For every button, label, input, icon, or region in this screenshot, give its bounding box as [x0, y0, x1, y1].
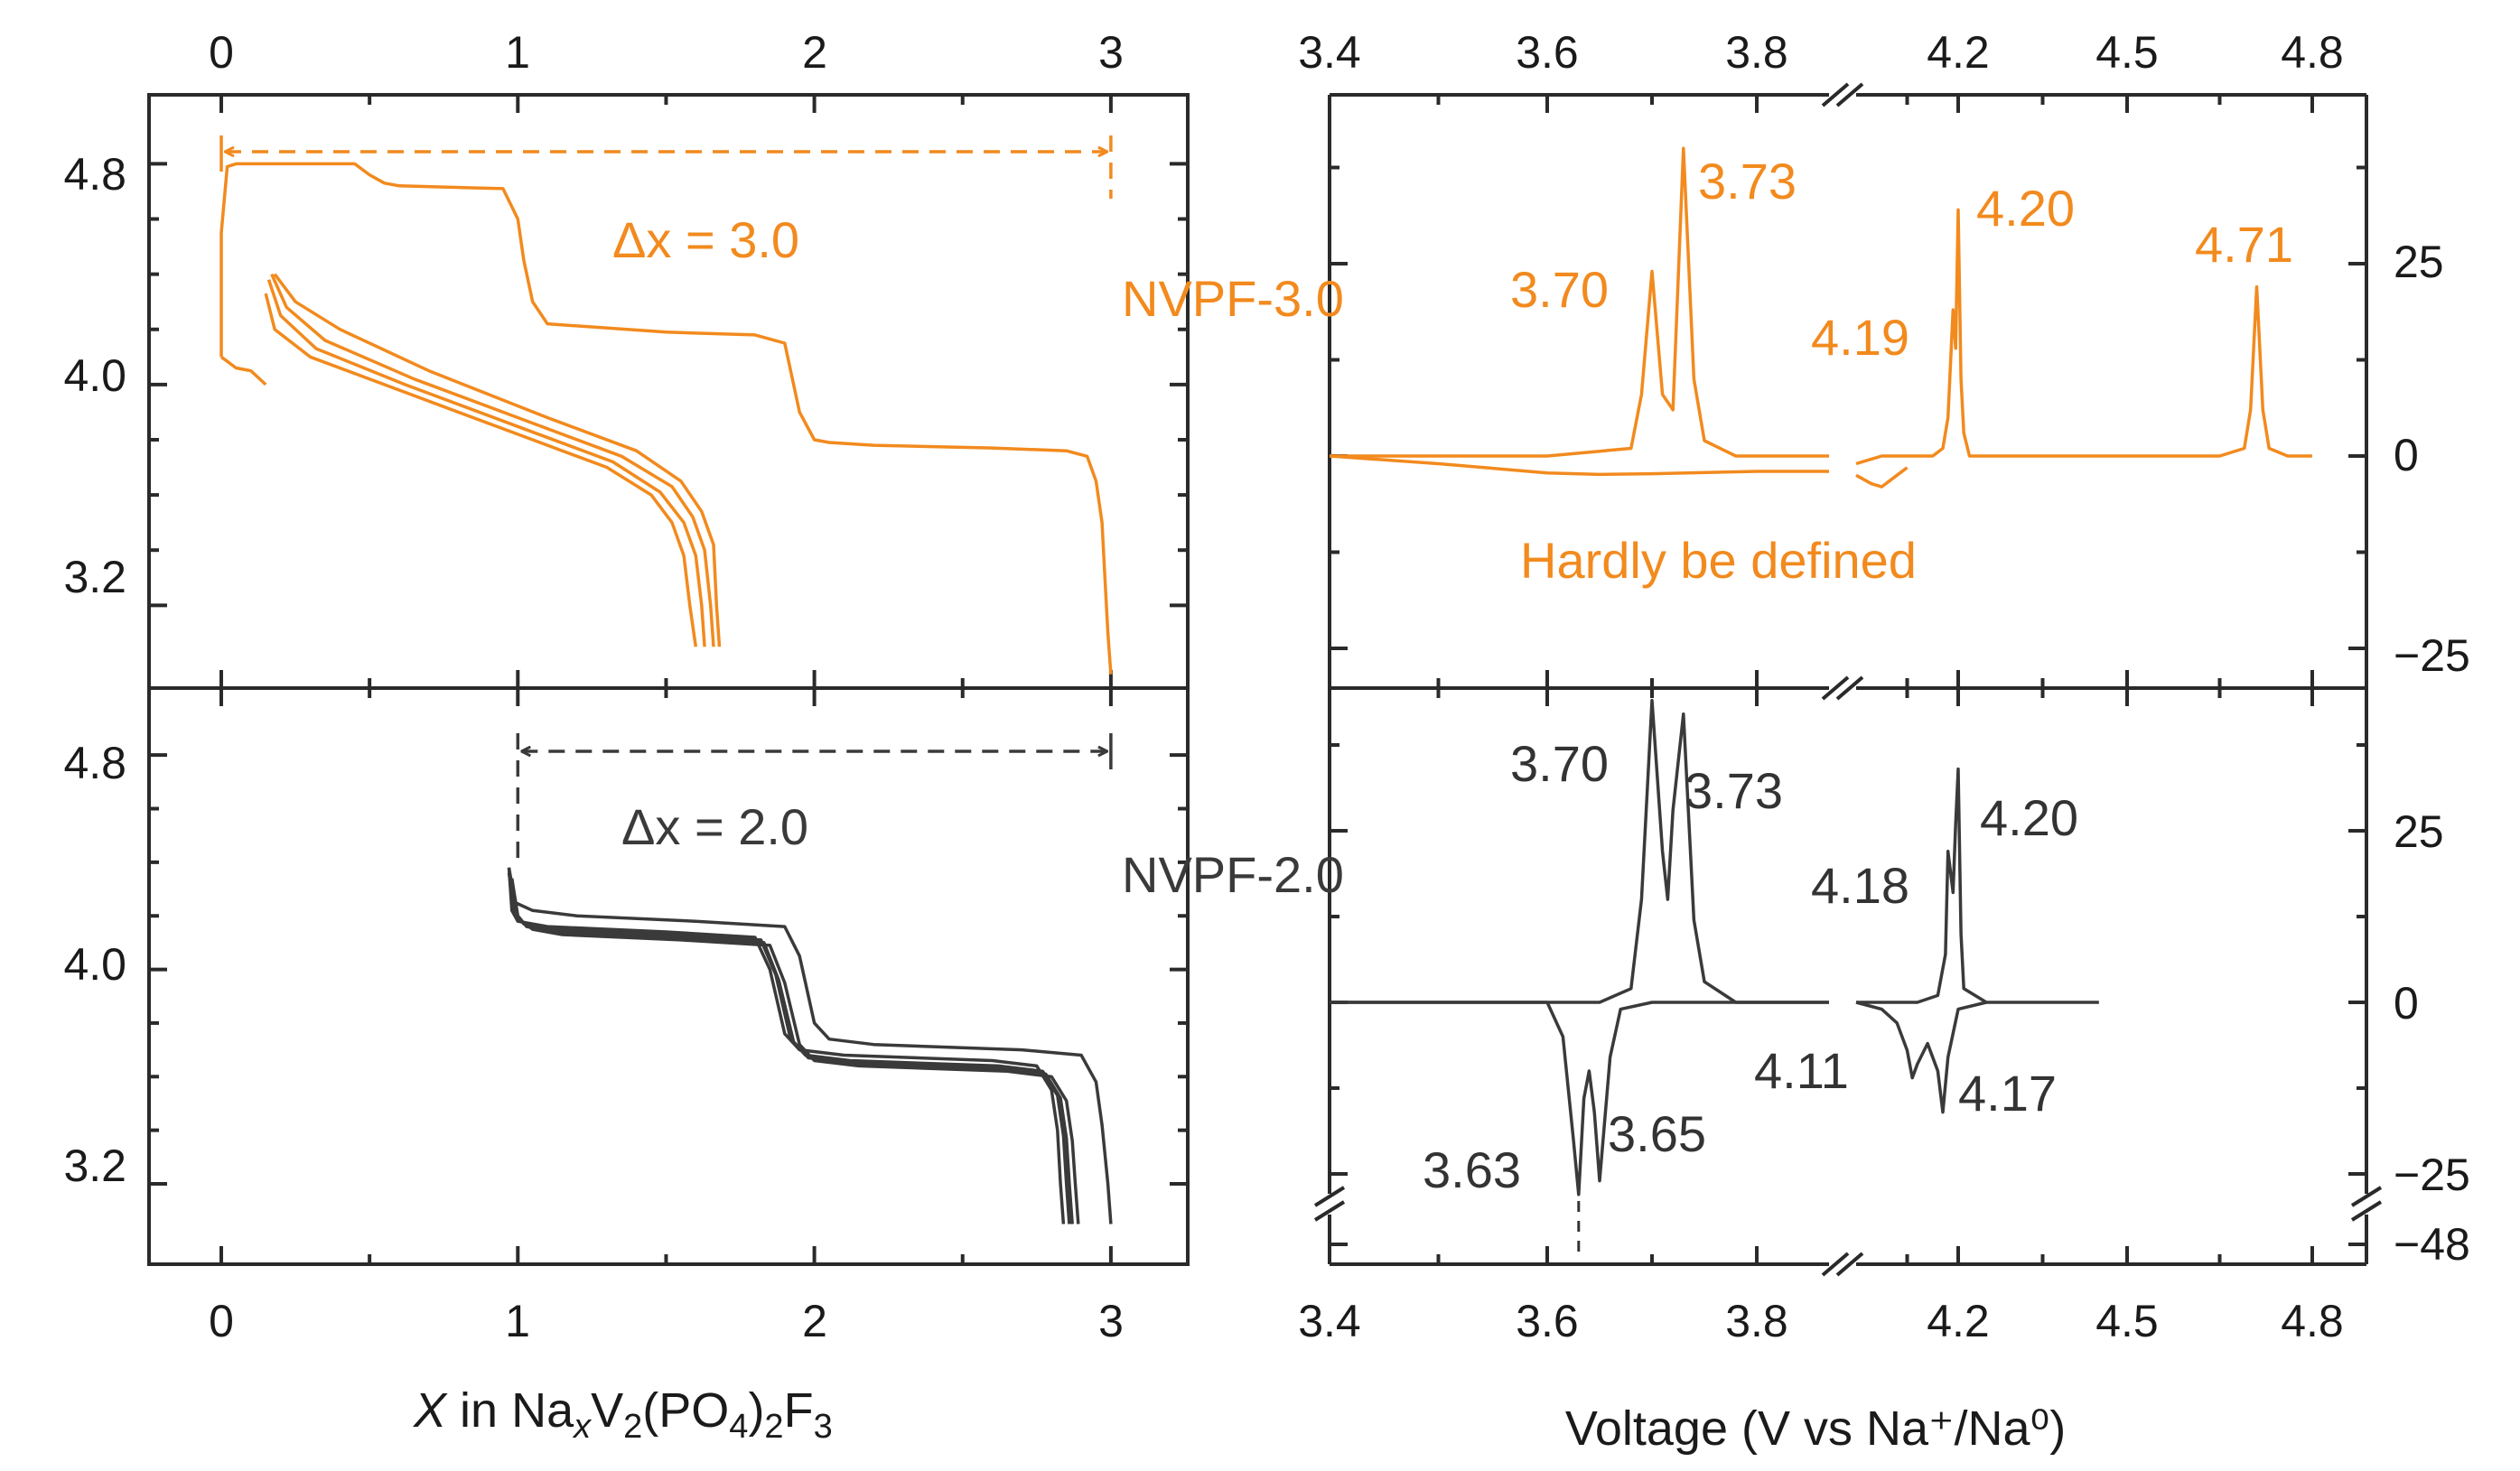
left-curve-nvpf2-cycle-1	[507, 867, 1113, 1224]
right-top-x-tick: 3.8	[1725, 27, 1788, 78]
left-plot-frame	[147, 93, 1190, 1266]
left-curve-nvpf3-cycle-2	[266, 279, 706, 647]
y-axis-break-mark	[2350, 1186, 2383, 1207]
x-axis-break-mark	[1835, 82, 1864, 107]
left-top-x-tick: 1	[505, 27, 530, 78]
axes-layer	[147, 82, 2383, 1277]
cv-curve-nvpf3-reduction-1	[1855, 466, 1909, 489]
left-top-x-tick: 3	[1098, 27, 1124, 78]
right-bottom-x-tick: 4.8	[2281, 1296, 2344, 1346]
left-bottom-y-tick: 3.2	[63, 1140, 126, 1191]
right-bottom-y-tick: 25	[2394, 806, 2444, 857]
peak-label: 3.73	[1685, 762, 1783, 819]
peak-label: 4.18	[1811, 857, 1909, 914]
y-axis-break-mark	[1313, 1186, 1346, 1207]
left-curve-nvpf3-charge-1	[219, 162, 1113, 675]
right-bottom-y-tick: −48	[2394, 1219, 2470, 1270]
left-curve-nvpf2-cycle-a	[507, 867, 1066, 1224]
right-x-axis-label: Voltage (V vs Na⁺/Na⁰)	[1565, 1401, 2066, 1456]
right-bottom-x-tick: 4.2	[1927, 1296, 1990, 1346]
peak-label: 4.17	[1958, 1065, 2057, 1122]
left-top-x-tick: 2	[802, 27, 827, 78]
right-top-x-tick: 4.2	[1927, 27, 1990, 78]
cv-curve-nvpf2-reduction-1	[1855, 1001, 1987, 1114]
right-bottom-x-tick: 3.6	[1516, 1296, 1579, 1346]
right-top-x-tick: 4.5	[2095, 27, 2159, 78]
left-curve-nvpf2-cycle-d	[509, 880, 1080, 1224]
right-bottom-x-tick: 3.4	[1298, 1296, 1361, 1346]
left-bottom-y-tick: 4.8	[63, 738, 126, 788]
right-top-x-tick: 4.8	[2281, 27, 2344, 78]
right-bottom-x-tick: 4.5	[2095, 1296, 2159, 1346]
right-top-x-tick: 3.6	[1516, 27, 1579, 78]
nvpf-2-label: NVPF-2.0	[1122, 846, 1344, 903]
left-bottom-y-tick: 4.0	[63, 939, 126, 990]
peak-label: 3.70	[1510, 735, 1609, 792]
cv-curve-nvpf3-oxidation-1	[1855, 208, 2312, 466]
x-axis-break-mark	[1835, 1252, 1864, 1277]
peak-label: 4.71	[2195, 216, 2293, 273]
left-top-y-tick: 4.8	[63, 149, 126, 200]
peak-label: 4.11	[1754, 1042, 1849, 1099]
left-bottom-x-tick: 2	[802, 1296, 827, 1346]
left-curve-nvpf3-cycle-3	[270, 273, 715, 647]
right-bottom-x-tick: 3.8	[1725, 1296, 1788, 1346]
left-curve-nvpf3-cycle-1	[264, 293, 698, 647]
peak-label: 4.20	[1980, 789, 2078, 846]
right-top-y-tick: 0	[2394, 430, 2419, 480]
peak-label: 4.19	[1811, 309, 1909, 366]
x-axis-break-mark	[1835, 675, 1864, 701]
left-bottom-x-tick: 3	[1098, 1296, 1124, 1346]
right-top-x-tick: 3.4	[1298, 27, 1361, 78]
hardly-defined-annotation: Hardly be defined	[1520, 532, 1917, 589]
cv-curve-nvpf2-reduction-0	[1330, 1001, 1829, 1196]
delta-x-annotation-bottom: Δx = 2.0	[621, 798, 808, 855]
nvpf-3-label: NVPF-3.0	[1122, 270, 1344, 327]
y-axis-break-mark	[2350, 1200, 2383, 1222]
y-axis-break-mark	[1313, 1200, 1346, 1222]
left-x-axis-label: X in NaxV2(PO4)2F3	[412, 1383, 833, 1446]
left-curve-nvpf3-initial-discharge	[219, 355, 267, 386]
x-axis-break-mark	[1821, 82, 1850, 107]
peak-label: 3.73	[1698, 153, 1797, 209]
right-top-y-tick: −25	[2394, 630, 2470, 681]
peak-label: 3.63	[1423, 1141, 1521, 1198]
left-curve-nvpf2-cycle-c	[509, 878, 1074, 1224]
cv-curve-nvpf2-oxidation-0	[1330, 698, 1829, 1004]
left-top-y-tick: 3.2	[63, 552, 126, 602]
right-top-y-tick: 25	[2394, 237, 2444, 287]
left-curve-nvpf3-cycle-4	[273, 273, 722, 647]
right-bottom-y-tick: 0	[2394, 978, 2419, 1029]
cv-curve-nvpf3-oxidation-0	[1330, 146, 1829, 458]
peak-label: 3.65	[1608, 1105, 1706, 1162]
x-axis-break-mark	[1821, 675, 1850, 701]
left-bottom-x-tick: 0	[209, 1296, 234, 1346]
data-layer	[219, 146, 2312, 1224]
text-layer: 0 1 2 3 0 1 2 3 4.8 4.0 3.2 4.8 4.0 3.2 …	[63, 27, 2469, 1456]
peak-label: 4.20	[1976, 180, 2075, 237]
x-axis-break-mark	[1821, 1252, 1850, 1277]
left-bottom-x-tick: 1	[505, 1296, 530, 1346]
peak-label: 3.70	[1510, 261, 1609, 318]
left-top-y-tick: 4.0	[63, 350, 126, 401]
cv-curve-nvpf3-reduction-0	[1329, 454, 1829, 477]
right-bottom-y-tick: −25	[2394, 1150, 2470, 1200]
delta-x-annotation-top: Δx = 3.0	[612, 211, 799, 268]
left-top-x-tick: 0	[209, 27, 234, 78]
